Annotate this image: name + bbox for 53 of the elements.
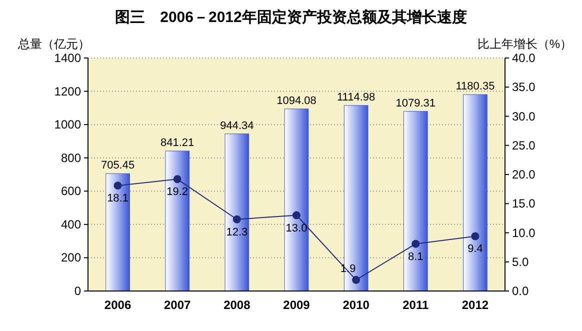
y2-tick-label: 25.0 — [512, 138, 536, 152]
data-label: 1094.08 — [276, 94, 316, 107]
point — [471, 232, 480, 240]
bar — [403, 111, 428, 292]
y2-tick-label: 10.0 — [512, 226, 536, 240]
bar — [284, 108, 309, 292]
data-label: 12.3 — [226, 226, 248, 238]
data-label: 13.0 — [286, 222, 308, 234]
data-label: 944.34 — [220, 120, 254, 132]
x-tick-label: 2009 — [283, 298, 310, 312]
y-tick-label: 800 — [60, 150, 82, 165]
bar — [165, 150, 190, 292]
data-label: 8.1 — [408, 250, 424, 263]
y-tick-label: 0 — [74, 284, 82, 298]
y2-tick-label: 20.0 — [512, 168, 536, 182]
x-tick-label: 2011 — [402, 298, 429, 312]
data-label: 9.4 — [468, 243, 483, 256]
y2-tick-label: 15.0 — [512, 196, 536, 211]
y2-tick-label: 40.0 — [512, 51, 536, 65]
x-tick-label: 2012 — [462, 298, 489, 312]
x-tick-label: 2010 — [342, 298, 370, 312]
bar — [224, 134, 250, 292]
bar — [463, 94, 488, 292]
y2-tick-label: 30.0 — [512, 109, 536, 124]
x-tick-label: 2007 — [164, 298, 192, 312]
data-label: 18.1 — [107, 192, 128, 205]
point — [412, 240, 420, 248]
data-label: 705.45 — [100, 160, 135, 172]
data-label: 841.21 — [160, 137, 194, 149]
y-tick-label: 400 — [60, 217, 82, 232]
y-tick-label: 1400 — [54, 51, 82, 65]
point — [292, 211, 300, 220]
y-tick-label: 1200 — [54, 84, 82, 98]
y2-tick-label: 5.0 — [512, 254, 530, 269]
point — [352, 276, 360, 284]
y-tick-label: 1000 — [54, 118, 82, 132]
data-label: 1180.35 — [456, 80, 495, 93]
bar — [106, 173, 130, 292]
y-axis-title: 总量（亿元） — [17, 37, 90, 51]
data-label: 19.2 — [166, 186, 188, 198]
data-label: 1079.31 — [396, 97, 436, 110]
y2-tick-label: 35.0 — [512, 80, 536, 94]
y2-tick-label: 0.0 — [512, 284, 530, 298]
y-tick-label: 600 — [60, 184, 82, 198]
x-tick-label: 2006 — [104, 298, 132, 312]
y-tick-label: 200 — [60, 250, 82, 265]
data-label: 1114.98 — [337, 91, 376, 104]
point — [114, 182, 122, 190]
point — [173, 175, 182, 184]
chart-title: 图三 2006－2012年固定资产投资总额及其增长速度 — [115, 8, 467, 26]
point — [232, 215, 241, 224]
y2-axis-title: 比上年增长（%） — [477, 37, 572, 51]
x-tick-label: 2008 — [224, 298, 251, 312]
